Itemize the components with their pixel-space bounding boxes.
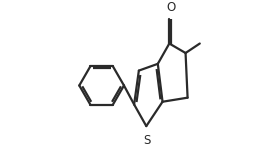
Text: O: O	[167, 1, 176, 14]
Text: S: S	[143, 134, 151, 147]
